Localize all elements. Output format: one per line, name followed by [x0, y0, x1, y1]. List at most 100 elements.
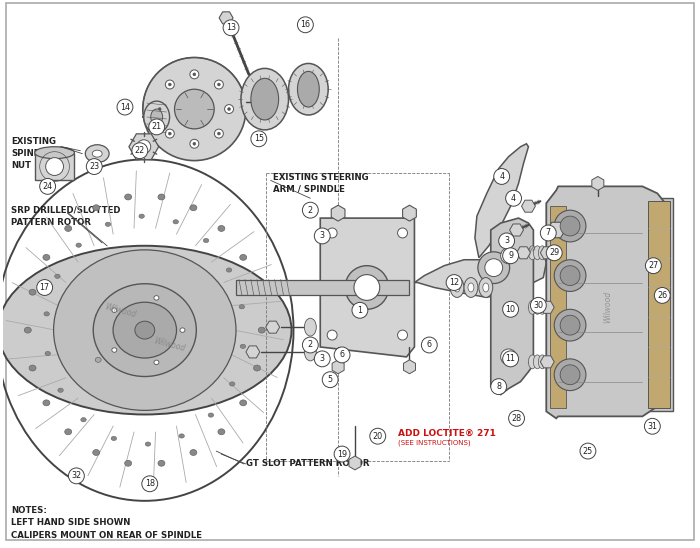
- Text: 16: 16: [300, 20, 310, 29]
- Text: 6: 6: [340, 350, 344, 359]
- Circle shape: [554, 260, 586, 292]
- Circle shape: [645, 418, 660, 434]
- Ellipse shape: [253, 289, 260, 295]
- Ellipse shape: [92, 205, 99, 210]
- Ellipse shape: [304, 343, 316, 361]
- Circle shape: [218, 83, 220, 86]
- Ellipse shape: [538, 355, 546, 369]
- Ellipse shape: [80, 418, 86, 422]
- Text: (SEE INSTRUCTIONS): (SEE INSTRUCTIONS): [398, 440, 470, 447]
- Circle shape: [314, 351, 330, 367]
- Circle shape: [143, 58, 246, 161]
- Polygon shape: [475, 144, 528, 258]
- Ellipse shape: [0, 246, 291, 414]
- Circle shape: [560, 216, 580, 236]
- Circle shape: [46, 158, 64, 175]
- Circle shape: [117, 99, 133, 115]
- Circle shape: [322, 372, 338, 387]
- Ellipse shape: [258, 327, 265, 333]
- Ellipse shape: [230, 382, 235, 386]
- Circle shape: [645, 258, 661, 273]
- Text: 25: 25: [583, 447, 593, 455]
- Ellipse shape: [95, 314, 101, 319]
- Circle shape: [560, 266, 580, 286]
- Ellipse shape: [239, 400, 246, 406]
- Ellipse shape: [528, 246, 536, 260]
- Ellipse shape: [92, 333, 104, 343]
- Ellipse shape: [125, 460, 132, 466]
- Ellipse shape: [483, 283, 489, 292]
- Polygon shape: [546, 186, 669, 418]
- Text: ADD LOCTITE® 271: ADD LOCTITE® 271: [398, 429, 496, 438]
- Ellipse shape: [239, 254, 246, 260]
- Text: SRP DRILLED/SLOTTED
PATTERN ROTOR: SRP DRILLED/SLOTTED PATTERN ROTOR: [11, 206, 120, 226]
- Ellipse shape: [125, 194, 132, 200]
- Circle shape: [503, 301, 519, 317]
- Ellipse shape: [208, 413, 213, 417]
- Circle shape: [86, 158, 102, 174]
- Ellipse shape: [288, 64, 328, 115]
- Circle shape: [225, 105, 234, 113]
- Text: 18: 18: [145, 480, 155, 488]
- Polygon shape: [321, 218, 414, 357]
- Ellipse shape: [25, 327, 32, 333]
- Text: 3: 3: [320, 355, 325, 363]
- Text: 1: 1: [358, 306, 363, 315]
- Text: 2: 2: [308, 206, 313, 215]
- Ellipse shape: [54, 250, 236, 410]
- Polygon shape: [414, 253, 546, 298]
- Text: Wilwood: Wilwood: [153, 336, 186, 353]
- Circle shape: [498, 233, 514, 249]
- Text: 14: 14: [120, 102, 130, 112]
- Text: GT SLOT PATTERN ROTOR: GT SLOT PATTERN ROTOR: [246, 459, 370, 469]
- Ellipse shape: [538, 246, 546, 260]
- Text: 8: 8: [496, 382, 501, 391]
- Circle shape: [370, 429, 386, 444]
- Ellipse shape: [145, 442, 150, 446]
- Text: 3: 3: [320, 231, 325, 241]
- Circle shape: [531, 298, 546, 313]
- Ellipse shape: [190, 449, 197, 455]
- Ellipse shape: [35, 147, 74, 158]
- Ellipse shape: [74, 288, 122, 304]
- Circle shape: [398, 330, 407, 340]
- Text: 19: 19: [337, 449, 347, 459]
- Text: ADD LOCTITE® 271: ADD LOCTITE® 271: [546, 209, 644, 218]
- Ellipse shape: [92, 449, 99, 455]
- Circle shape: [314, 228, 330, 244]
- Circle shape: [193, 73, 196, 76]
- Ellipse shape: [85, 145, 109, 163]
- Ellipse shape: [44, 312, 50, 316]
- Text: 6: 6: [427, 340, 432, 350]
- Text: 30: 30: [533, 301, 543, 310]
- Ellipse shape: [190, 205, 197, 210]
- Circle shape: [40, 179, 55, 195]
- Circle shape: [560, 365, 580, 385]
- Ellipse shape: [533, 355, 541, 369]
- Ellipse shape: [112, 308, 117, 312]
- Text: Wilwood: Wilwood: [603, 291, 612, 323]
- Ellipse shape: [29, 365, 36, 371]
- Text: 2: 2: [308, 340, 313, 350]
- Circle shape: [168, 83, 172, 86]
- Circle shape: [500, 248, 517, 264]
- Circle shape: [228, 107, 230, 111]
- Circle shape: [149, 119, 164, 135]
- Circle shape: [302, 337, 318, 353]
- Text: 11: 11: [505, 355, 516, 363]
- Ellipse shape: [479, 278, 493, 298]
- Bar: [648, 201, 670, 408]
- Text: 28: 28: [512, 414, 522, 423]
- Text: 17: 17: [40, 283, 50, 292]
- Ellipse shape: [154, 295, 159, 300]
- Circle shape: [345, 266, 389, 309]
- Text: EXISTING STEERING
ARM / SPINDLE: EXISTING STEERING ARM / SPINDLE: [273, 173, 368, 194]
- Ellipse shape: [92, 311, 104, 321]
- Circle shape: [494, 169, 510, 184]
- Ellipse shape: [95, 357, 101, 362]
- Ellipse shape: [241, 68, 288, 130]
- Circle shape: [554, 309, 586, 341]
- Ellipse shape: [111, 436, 117, 441]
- Circle shape: [298, 17, 314, 33]
- Ellipse shape: [464, 278, 478, 298]
